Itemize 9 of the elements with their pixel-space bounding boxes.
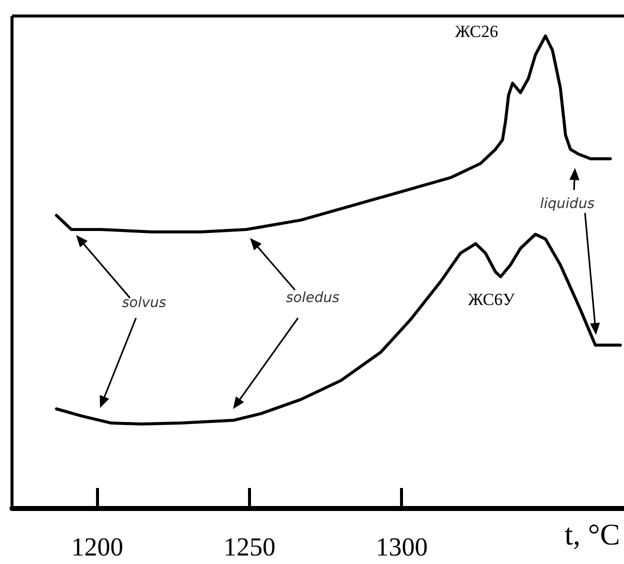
annotation: solvus <box>122 295 166 311</box>
annotation: liquidus <box>540 196 594 212</box>
annotation: soledus <box>286 290 340 306</box>
series-label: ЖС6У <box>468 290 515 310</box>
x-tick-label: 1250 <box>223 532 276 562</box>
x-tick-label: 1200 <box>71 532 124 562</box>
x-tick-label: 1300 <box>376 532 428 562</box>
text: ЖС26 <box>455 22 498 42</box>
x-axis-title: t, °C <box>564 518 620 552</box>
